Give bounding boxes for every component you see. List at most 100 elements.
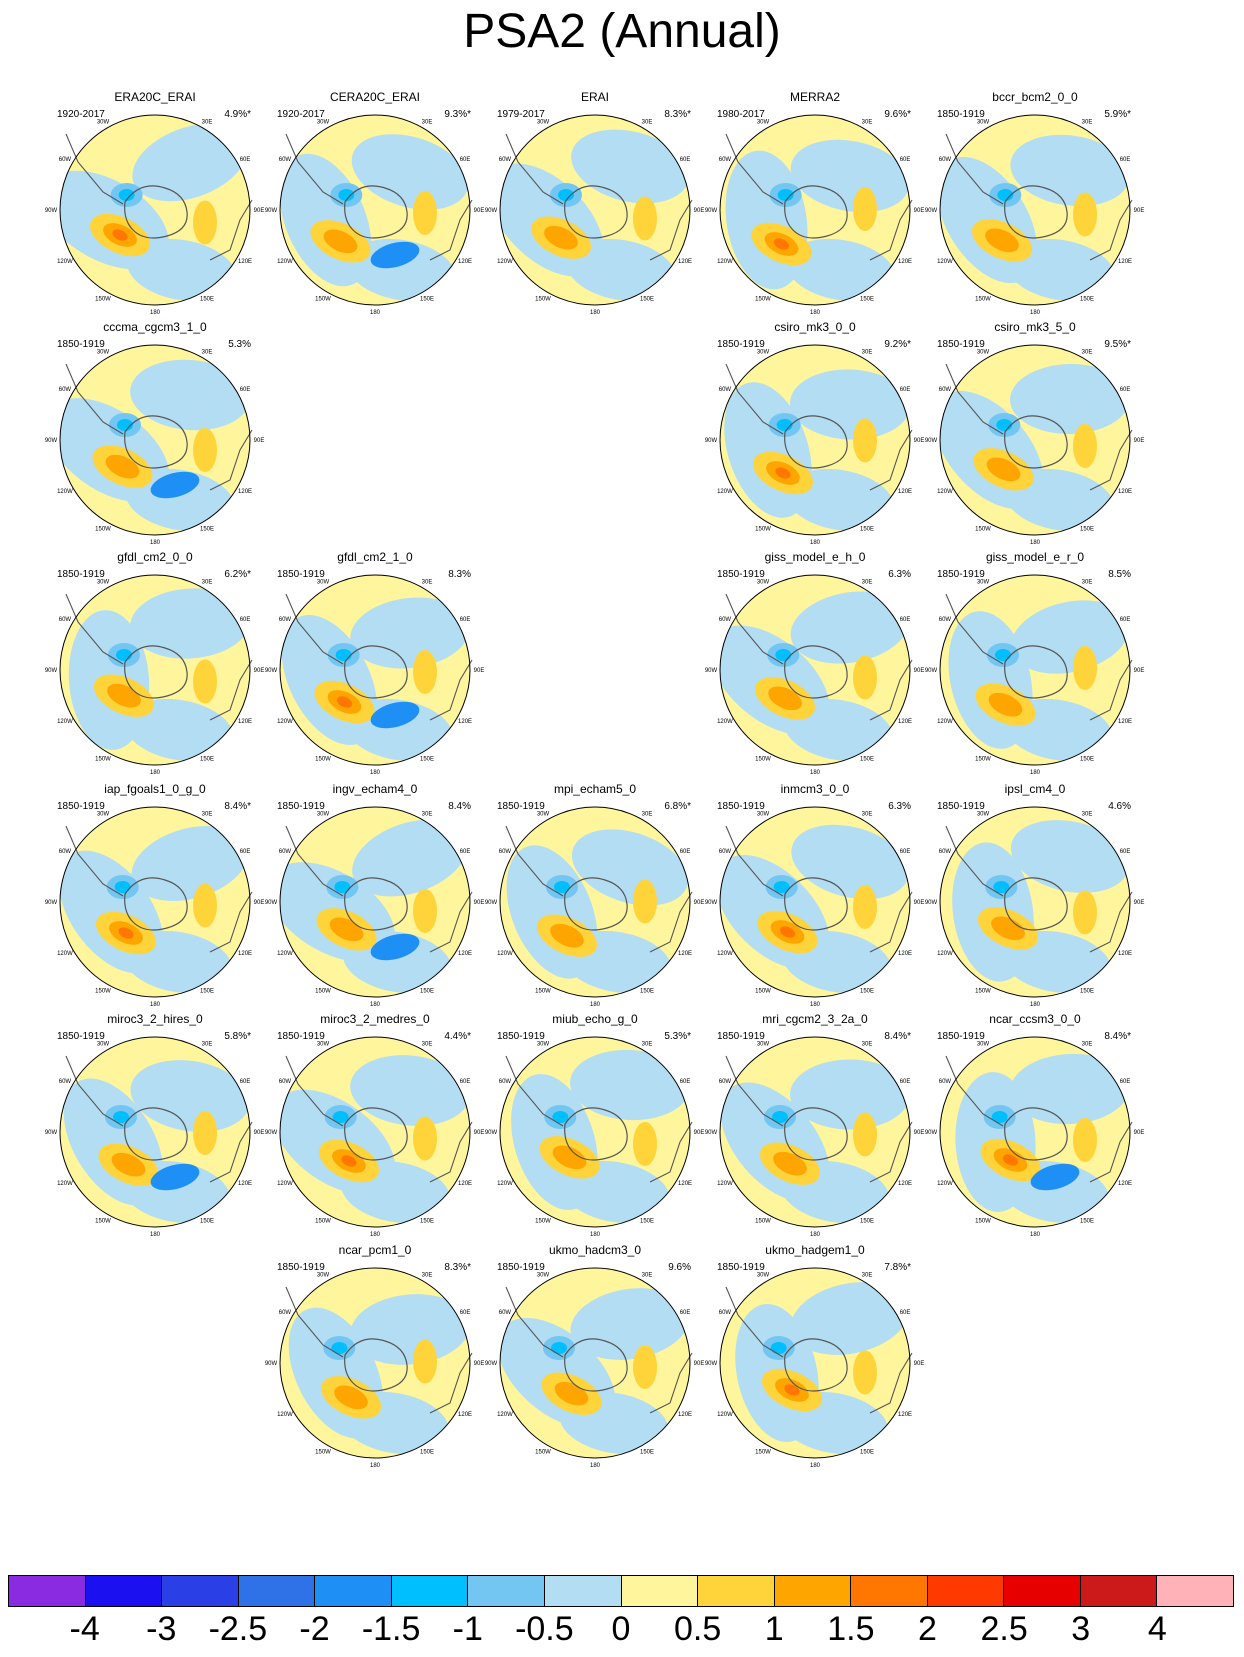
panel-variance-percent: 8.3%* [664, 109, 691, 120]
longitude-label: 30E [642, 1042, 653, 1048]
colorbar [8, 1575, 1234, 1607]
longitude-label: 30E [862, 350, 873, 356]
longitude-label: 60W [939, 1079, 952, 1085]
longitude-label: 90W [925, 438, 938, 444]
panel-variance-percent: 5.3%* [664, 1031, 691, 1042]
panel-variance-percent: 9.6%* [884, 109, 911, 120]
longitude-label: 0 [153, 1032, 157, 1034]
panel-title: ERAI [580, 90, 609, 104]
panel-title: gfdl_cm2_0_0 [117, 550, 193, 564]
longitude-label: 90E [474, 208, 485, 214]
longitude-label: 0 [813, 1263, 817, 1265]
longitude-label: 150E [860, 756, 874, 762]
panel-title: gfdl_cm2_1_0 [337, 550, 413, 564]
panel-years: 1850-1919 [937, 801, 985, 812]
longitude-label: 30W [537, 1273, 550, 1279]
longitude-label: 60E [460, 1079, 471, 1085]
longitude-label: 60W [939, 617, 952, 623]
longitude-label: 30E [862, 1273, 873, 1279]
colorbar-tick-label: -2.5 [208, 1610, 268, 1648]
polar-map: 0 30E 60E 90E 120E 150E 180 150W 120W 90W 60W 30W [265, 1263, 484, 1469]
colorbar-segment [9, 1576, 86, 1606]
longitude-label: 180 [1030, 1002, 1041, 1008]
panel-variance-percent: 8.5% [1108, 569, 1131, 580]
longitude-label: 120W [937, 951, 953, 957]
longitude-label: 150E [640, 296, 654, 302]
longitude-label: 60W [719, 849, 732, 855]
longitude-label: 60E [240, 387, 251, 393]
longitude-label: 150E [860, 1218, 874, 1224]
longitude-label: 60E [460, 157, 471, 163]
longitude-label: 150E [860, 1449, 874, 1455]
panel-years: 1850-1919 [937, 569, 985, 580]
polar-map: 0 30E 60E 90E 120E 150E 180 150W 120W 90W 60W 30W [925, 1032, 1144, 1238]
longitude-label: 120W [277, 719, 293, 725]
longitude-label: 150E [1080, 756, 1094, 762]
colorbar-tick-label: -4 [69, 1610, 100, 1648]
longitude-label: 0 [813, 1032, 817, 1034]
longitude-label: 120W [937, 1181, 953, 1187]
polar-map: 0 30E 60E 90E 120E 150E 180 150W 120W 90W 60W 30W [485, 1032, 704, 1238]
longitude-label: 30E [422, 120, 433, 126]
colorbar-tick-label: 3 [1071, 1610, 1091, 1648]
longitude-label: 30W [97, 580, 110, 586]
colorbar-tick-label: -0.5 [515, 1610, 574, 1648]
longitude-label: 90E [254, 208, 265, 214]
colorbar-segment [621, 1576, 699, 1606]
longitude-label: 150W [755, 1218, 771, 1224]
longitude-label: 60E [900, 157, 911, 163]
longitude-label: 120E [678, 951, 692, 957]
longitude-label: 180 [810, 310, 821, 316]
longitude-label: 30E [1082, 350, 1093, 356]
longitude-label: 60E [900, 1079, 911, 1085]
longitude-label: 60E [240, 617, 251, 623]
longitude-label: 150W [315, 296, 331, 302]
panel-title: ukmo_hadcm3_0 [548, 1243, 642, 1257]
longitude-label: 90W [45, 1130, 58, 1136]
longitude-label: 180 [810, 770, 821, 776]
longitude-label: 30E [1082, 1042, 1093, 1048]
longitude-label: 60W [499, 1310, 512, 1316]
longitude-label: 150E [420, 988, 434, 994]
longitude-label: 60W [719, 157, 732, 163]
longitude-label: 150W [95, 988, 111, 994]
longitude-label: 120W [57, 951, 73, 957]
longitude-label: 90E [1134, 900, 1145, 906]
longitude-label: 120E [1118, 719, 1132, 725]
longitude-label: 60E [1120, 1079, 1131, 1085]
panel-title: giss_model_e_r_0 [985, 550, 1085, 564]
map-panel: ncar_ccsm3_0_0 1850-1919 8.4%* 0 30E 60E 90E 12… [925, 1012, 1145, 1242]
panel-variance-percent: 9.6% [668, 1262, 691, 1273]
longitude-label: 150E [1080, 1218, 1094, 1224]
longitude-label: 90E [1134, 438, 1145, 444]
longitude-label: 30E [862, 120, 873, 126]
polar-map: 0 30E 60E 90E 120E 150E 180 150W 120W 90W 60W 30W [45, 570, 264, 776]
longitude-label: 180 [150, 540, 161, 546]
longitude-label: 120E [898, 1412, 912, 1418]
longitude-label: 0 [373, 1263, 377, 1265]
longitude-label: 30E [202, 120, 213, 126]
longitude-label: 0 [593, 802, 597, 804]
map-panel: cccma_cgcm3_1_0 1850-1919 5.3% 0 30E 60E 90E 12… [45, 320, 265, 550]
longitude-label: 90W [45, 438, 58, 444]
longitude-label: 90E [694, 1361, 705, 1367]
longitude-label: 60W [59, 157, 72, 163]
longitude-label: 150E [860, 296, 874, 302]
longitude-label: 0 [153, 802, 157, 804]
longitude-label: 0 [1033, 110, 1037, 112]
longitude-label: 120E [458, 719, 472, 725]
longitude-label: 90W [705, 668, 718, 674]
colorbar-segment [391, 1576, 469, 1606]
longitude-label: 30W [757, 812, 770, 818]
colorbar-segment [1080, 1576, 1158, 1606]
map-panel: csiro_mk3_5_0 1850-1919 9.5%* 0 30E 60E 90E 120… [925, 320, 1145, 550]
panel-title: mpi_echam5_0 [553, 782, 637, 796]
longitude-label: 0 [813, 802, 817, 804]
longitude-label: 0 [1033, 1032, 1037, 1034]
longitude-label: 150W [535, 988, 551, 994]
longitude-label: 90W [485, 1130, 498, 1136]
longitude-label: 90W [705, 438, 718, 444]
panel-title: bccr_bcm2_0_0 [992, 90, 1078, 104]
panel-title: miroc3_2_hires_0 [107, 1012, 203, 1026]
